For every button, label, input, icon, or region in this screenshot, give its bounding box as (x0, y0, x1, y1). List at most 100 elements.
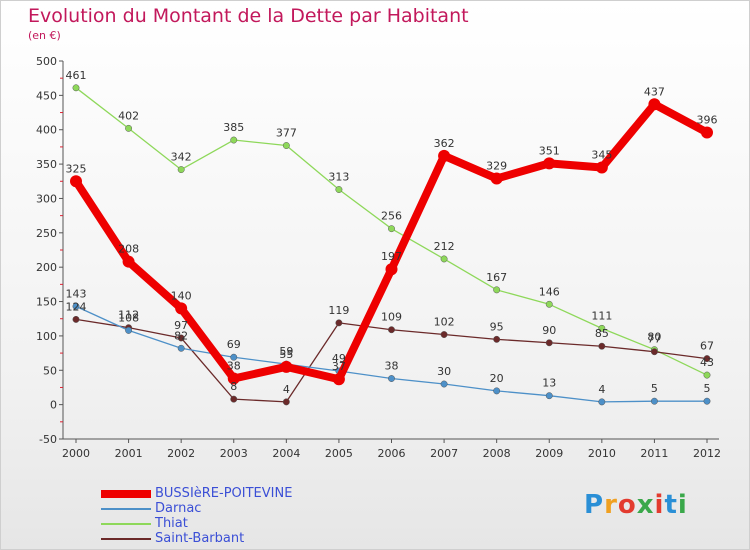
data-label: 212 (434, 240, 455, 253)
legend-swatch (101, 523, 151, 525)
data-point (493, 335, 501, 343)
data-point (177, 344, 185, 352)
data-label: 329 (486, 160, 507, 173)
data-point (72, 84, 80, 92)
data-label: 77 (647, 333, 661, 346)
data-point (543, 157, 556, 170)
x-tick-label: 2001 (115, 447, 143, 460)
data-point (493, 286, 501, 294)
data-label: 124 (66, 300, 87, 313)
data-label: 385 (223, 121, 244, 134)
data-label: 5 (704, 382, 711, 395)
chart-title: Evolution du Montant de la Dette par Hab… (28, 5, 469, 27)
y-tick-label: 50 (43, 364, 57, 377)
data-point (703, 397, 711, 405)
data-label: 37 (332, 360, 346, 373)
data-point (650, 348, 658, 356)
data-label: 85 (595, 327, 609, 340)
data-label: 97 (174, 319, 188, 332)
data-label: 140 (171, 289, 192, 302)
data-point (282, 398, 290, 406)
data-label: 109 (381, 311, 402, 324)
data-label: 38 (385, 360, 399, 373)
data-label: 402 (118, 109, 139, 122)
legend-label: Thiat (155, 516, 188, 531)
data-label: 67 (700, 340, 714, 353)
data-point (282, 142, 290, 149)
data-point (388, 375, 395, 382)
legend-swatch (101, 538, 151, 540)
data-point (598, 342, 606, 350)
data-label: 38 (227, 360, 241, 373)
data-point (227, 372, 240, 385)
logo-letter: i (677, 490, 688, 520)
logo-letter: P (584, 490, 605, 520)
data-label: 345 (591, 149, 612, 162)
data-point (70, 175, 82, 188)
data-label: 377 (276, 127, 297, 140)
x-tick-label: 2000 (62, 447, 90, 460)
legend-label: Saint-Barbant (155, 531, 245, 546)
data-label: 362 (434, 137, 455, 150)
x-tick-label: 2009 (535, 447, 563, 460)
chart-subtitle: (en €) (28, 29, 61, 42)
data-point (175, 302, 188, 315)
data-label: 82 (174, 329, 188, 342)
data-point (650, 397, 658, 405)
logo-letter: t (664, 490, 678, 520)
data-point (125, 326, 133, 334)
data-label: 143 (66, 287, 87, 300)
axes: -50 0 50 100 150 200 250 300 350 400 450 500 2000 200… (36, 55, 721, 460)
data-label: 108 (118, 311, 139, 324)
data-point (125, 124, 133, 132)
data-label: 69 (227, 338, 241, 351)
x-tick-label: 2003 (220, 447, 248, 460)
data-point (440, 255, 448, 263)
data-label: 351 (539, 144, 560, 157)
legend-label: BUSSIèRE-POITEVINE (155, 486, 293, 501)
data-label: 167 (486, 271, 507, 284)
x-tick-label: 2007 (430, 447, 458, 460)
data-label: 4 (598, 383, 605, 396)
data-label: 49 (332, 352, 346, 365)
data-label: 197 (381, 250, 402, 263)
x-tick-label: 2011 (640, 447, 668, 460)
data-point (648, 98, 661, 111)
y-tick-label: -50 (39, 433, 57, 446)
y-tick-label: 500 (36, 55, 57, 68)
data-point (177, 166, 185, 174)
data-point (438, 149, 451, 162)
data-label: 4 (283, 383, 290, 396)
data-point (388, 225, 395, 233)
data-label: 146 (539, 285, 560, 298)
data-point (332, 373, 345, 386)
y-tick-label: 450 (36, 89, 57, 102)
data-point (493, 387, 501, 395)
x-tick-label: 2012 (693, 447, 721, 460)
data-point (703, 371, 711, 379)
logo-letter: o (617, 490, 637, 520)
x-tick-label: 2008 (483, 447, 511, 460)
data-point (72, 315, 80, 323)
data-label: 342 (171, 151, 192, 164)
logo-letter: r (604, 490, 618, 520)
data-label: 30 (437, 365, 451, 378)
data-point (335, 319, 343, 327)
x-tick-label: 2005 (325, 447, 353, 460)
data-label: 13 (542, 377, 556, 390)
data-point (595, 161, 608, 174)
data-point (388, 326, 395, 334)
data-label: 461 (66, 69, 87, 82)
data-label: 95 (490, 320, 504, 333)
x-tick-label: 2002 (167, 447, 195, 460)
series-line-bussi-re-poitevine (72, 100, 711, 384)
data-point (230, 395, 238, 403)
data-point (230, 353, 238, 361)
legend-label: Darnac (155, 501, 202, 516)
data-point (385, 263, 398, 276)
data-label: 43 (700, 356, 714, 369)
data-point (545, 339, 553, 347)
x-tick-label: 2004 (272, 447, 300, 460)
data-label: 208 (118, 243, 139, 256)
